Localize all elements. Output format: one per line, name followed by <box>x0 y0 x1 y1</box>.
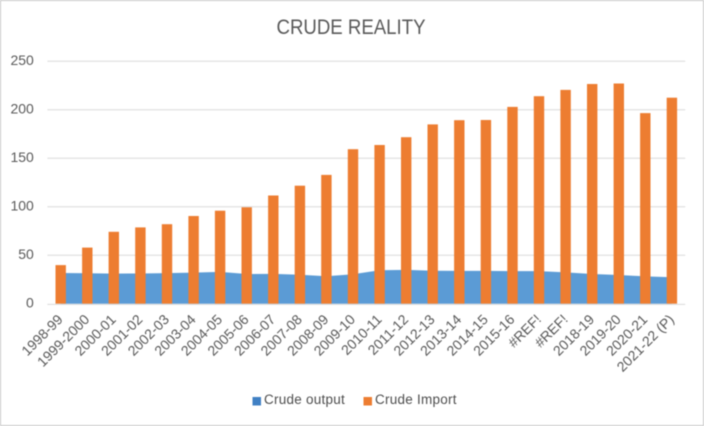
svg-text:Crude output: Crude output <box>264 392 345 407</box>
svg-text:150: 150 <box>10 149 34 165</box>
svg-text:50: 50 <box>18 246 34 262</box>
svg-text:0: 0 <box>26 295 34 311</box>
svg-text:CRUDE REALITY: CRUDE REALITY <box>277 15 426 39</box>
svg-text:Crude Import: Crude Import <box>375 392 457 407</box>
svg-text:100: 100 <box>10 198 34 214</box>
svg-text:250: 250 <box>10 52 34 68</box>
svg-text:200: 200 <box>10 101 34 117</box>
